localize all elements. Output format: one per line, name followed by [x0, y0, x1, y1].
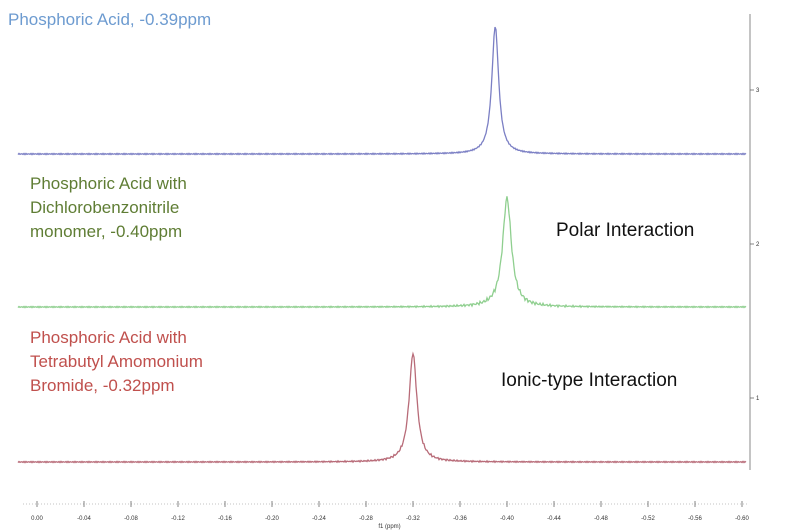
- label-dichlorobenzonitrile: Phosphoric Acid with Dichlorobenzonitril…: [30, 172, 187, 244]
- x-tick-label: -0.24: [312, 516, 326, 522]
- x-tick-label: -0.56: [688, 516, 702, 522]
- x-tick-label: -0.48: [594, 516, 608, 522]
- y-tick-label: 3: [756, 88, 760, 94]
- x-axis-label: f1 (ppm): [378, 524, 400, 530]
- x-tick-label: -0.44: [547, 516, 561, 522]
- label-tetrabutyl-line3: Bromide, -0.32ppm: [30, 376, 175, 395]
- label-dichlorobenzonitrile-line1: Phosphoric Acid with: [30, 174, 187, 193]
- x-tick-label: -0.36: [453, 516, 467, 522]
- spectrum-trace-3: [17, 351, 747, 464]
- y-tick-label: 2: [756, 242, 760, 248]
- spectrum-trace-2: [17, 196, 747, 309]
- y-tick-label: 1: [756, 396, 760, 402]
- label-phosphoric-acid-line1: Phosphoric Acid, -0.39ppm: [8, 10, 212, 29]
- label-tetrabutyl-line2: Tetrabutyl Amomonium: [30, 352, 203, 371]
- spectrum-trace-1: [17, 26, 747, 156]
- label-tetrabutyl-line1: Phosphoric Acid with: [30, 328, 187, 347]
- label-tetrabutyl-ammonium: Phosphoric Acid with Tetrabutyl Amomoniu…: [30, 326, 203, 398]
- x-tick-label: -0.20: [265, 516, 279, 522]
- x-tick-label: -0.16: [218, 516, 232, 522]
- x-tick-label: -0.12: [171, 516, 185, 522]
- annotation-polar-interaction: Polar Interaction: [556, 220, 695, 241]
- x-tick-label: -0.40: [500, 516, 514, 522]
- x-tick-label: -0.04: [77, 516, 91, 522]
- x-tick-label: -0.60: [735, 516, 749, 522]
- x-tick-label: -0.28: [359, 516, 373, 522]
- label-dichlorobenzonitrile-line2: Dichlorobenzonitrile: [30, 198, 180, 217]
- label-phosphoric-acid: Phosphoric Acid, -0.39ppm: [8, 8, 211, 32]
- label-dichlorobenzonitrile-line3: monomer, -0.40ppm: [30, 222, 183, 241]
- x-tick-label: -0.32: [406, 516, 420, 522]
- x-tick-label: 0.00: [31, 516, 43, 522]
- x-tick-label: -0.52: [641, 516, 655, 522]
- annotation-ionic-interaction: Ionic-type Interaction: [501, 370, 678, 391]
- x-tick-label: -0.08: [124, 516, 138, 522]
